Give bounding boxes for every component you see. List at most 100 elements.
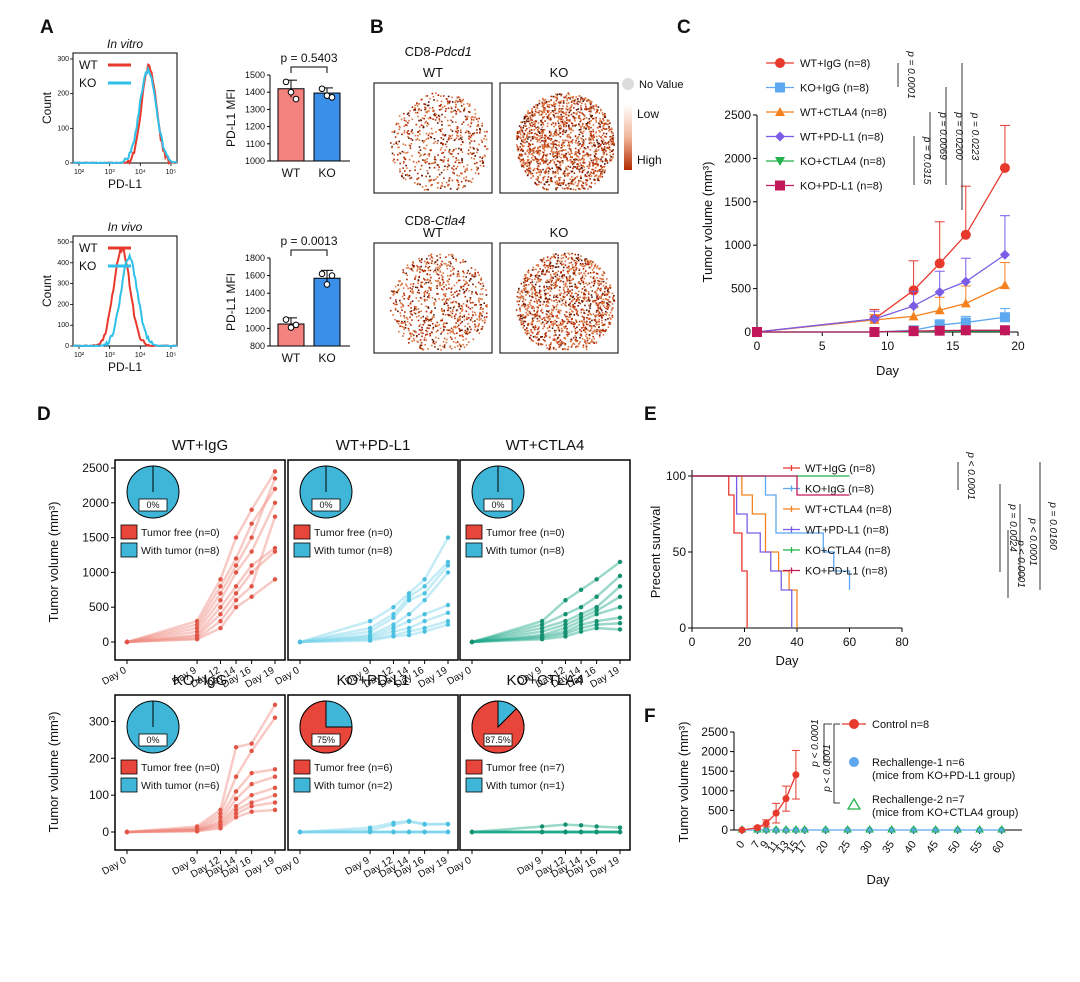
spot [558, 312, 561, 315]
spot [476, 151, 478, 154]
spot [481, 282, 484, 285]
spot [548, 324, 551, 327]
spot [562, 321, 564, 324]
spot [568, 125, 570, 128]
spot [600, 332, 602, 334]
legend-tumor-swatch [120, 777, 138, 793]
spot [417, 134, 419, 137]
spot [449, 331, 452, 334]
spot [531, 307, 533, 309]
spot [473, 275, 475, 278]
spot [572, 183, 575, 186]
spot [527, 271, 530, 274]
spot [523, 278, 526, 280]
spot [582, 283, 585, 285]
spot [530, 334, 532, 337]
spot [552, 95, 555, 98]
spot [545, 135, 548, 137]
spot [584, 97, 587, 99]
spot [408, 296, 410, 299]
spot [483, 321, 486, 324]
spot [559, 131, 562, 134]
spot [458, 330, 461, 332]
replicate-point [282, 316, 290, 323]
spot [571, 258, 574, 261]
p-value: p = 0.5403 [280, 51, 337, 65]
spot [547, 144, 549, 147]
spot [600, 316, 603, 319]
spot [582, 346, 585, 349]
legend-tumor-swatch [465, 777, 483, 793]
spot [595, 159, 598, 161]
p-value: p = 0.0024 [1007, 503, 1018, 552]
spot [453, 332, 456, 335]
spot [436, 293, 438, 295]
spot [598, 311, 600, 313]
spot [557, 183, 559, 186]
spot [455, 99, 457, 102]
spot [401, 325, 404, 328]
y-tick-label: 2000 [724, 151, 751, 165]
spot [571, 160, 574, 163]
spot [596, 309, 598, 312]
spot [459, 261, 462, 264]
spot [463, 177, 465, 180]
spot [416, 268, 419, 270]
spot [429, 279, 431, 282]
spot [564, 131, 567, 134]
spot [551, 151, 554, 153]
spot [451, 130, 454, 132]
spot [560, 156, 562, 159]
spot [440, 185, 442, 187]
spaghetti-title: WT+CTLA4 [506, 437, 585, 454]
spot [546, 327, 549, 330]
spot [472, 338, 475, 341]
spot [552, 273, 555, 275]
spot [583, 99, 586, 101]
spot [543, 183, 546, 185]
spot [559, 164, 562, 167]
spot [599, 174, 602, 177]
spot [477, 329, 479, 331]
spot [593, 144, 595, 146]
spot [442, 177, 445, 180]
spot [589, 157, 592, 160]
spot [448, 177, 451, 179]
spot [539, 316, 542, 319]
spot [558, 118, 561, 120]
spot [585, 322, 588, 325]
spot [578, 114, 581, 117]
spot [538, 114, 541, 116]
spot [430, 289, 432, 291]
spot [520, 164, 523, 166]
spot [518, 130, 521, 133]
spot [611, 316, 614, 318]
spot [555, 183, 558, 186]
spot [579, 262, 582, 265]
spot [414, 104, 416, 107]
spot [481, 124, 483, 127]
spot [537, 271, 539, 274]
spot [393, 130, 396, 132]
spot [455, 309, 458, 312]
spot [542, 269, 544, 272]
spot [431, 106, 434, 109]
legend-free-label: Tumor free (n=0) [486, 527, 565, 539]
spot [594, 314, 596, 317]
spot [599, 118, 601, 120]
spot [605, 136, 608, 138]
spot [532, 336, 535, 338]
spot [523, 162, 525, 164]
spot [600, 109, 602, 112]
spot [461, 316, 464, 318]
spot [561, 108, 563, 110]
spot [550, 131, 552, 134]
spot [531, 320, 534, 323]
spot [604, 135, 606, 138]
spot [441, 159, 443, 162]
spot [548, 298, 551, 300]
spot [437, 169, 440, 171]
trace-point [391, 625, 396, 631]
trace-point [272, 469, 278, 474]
